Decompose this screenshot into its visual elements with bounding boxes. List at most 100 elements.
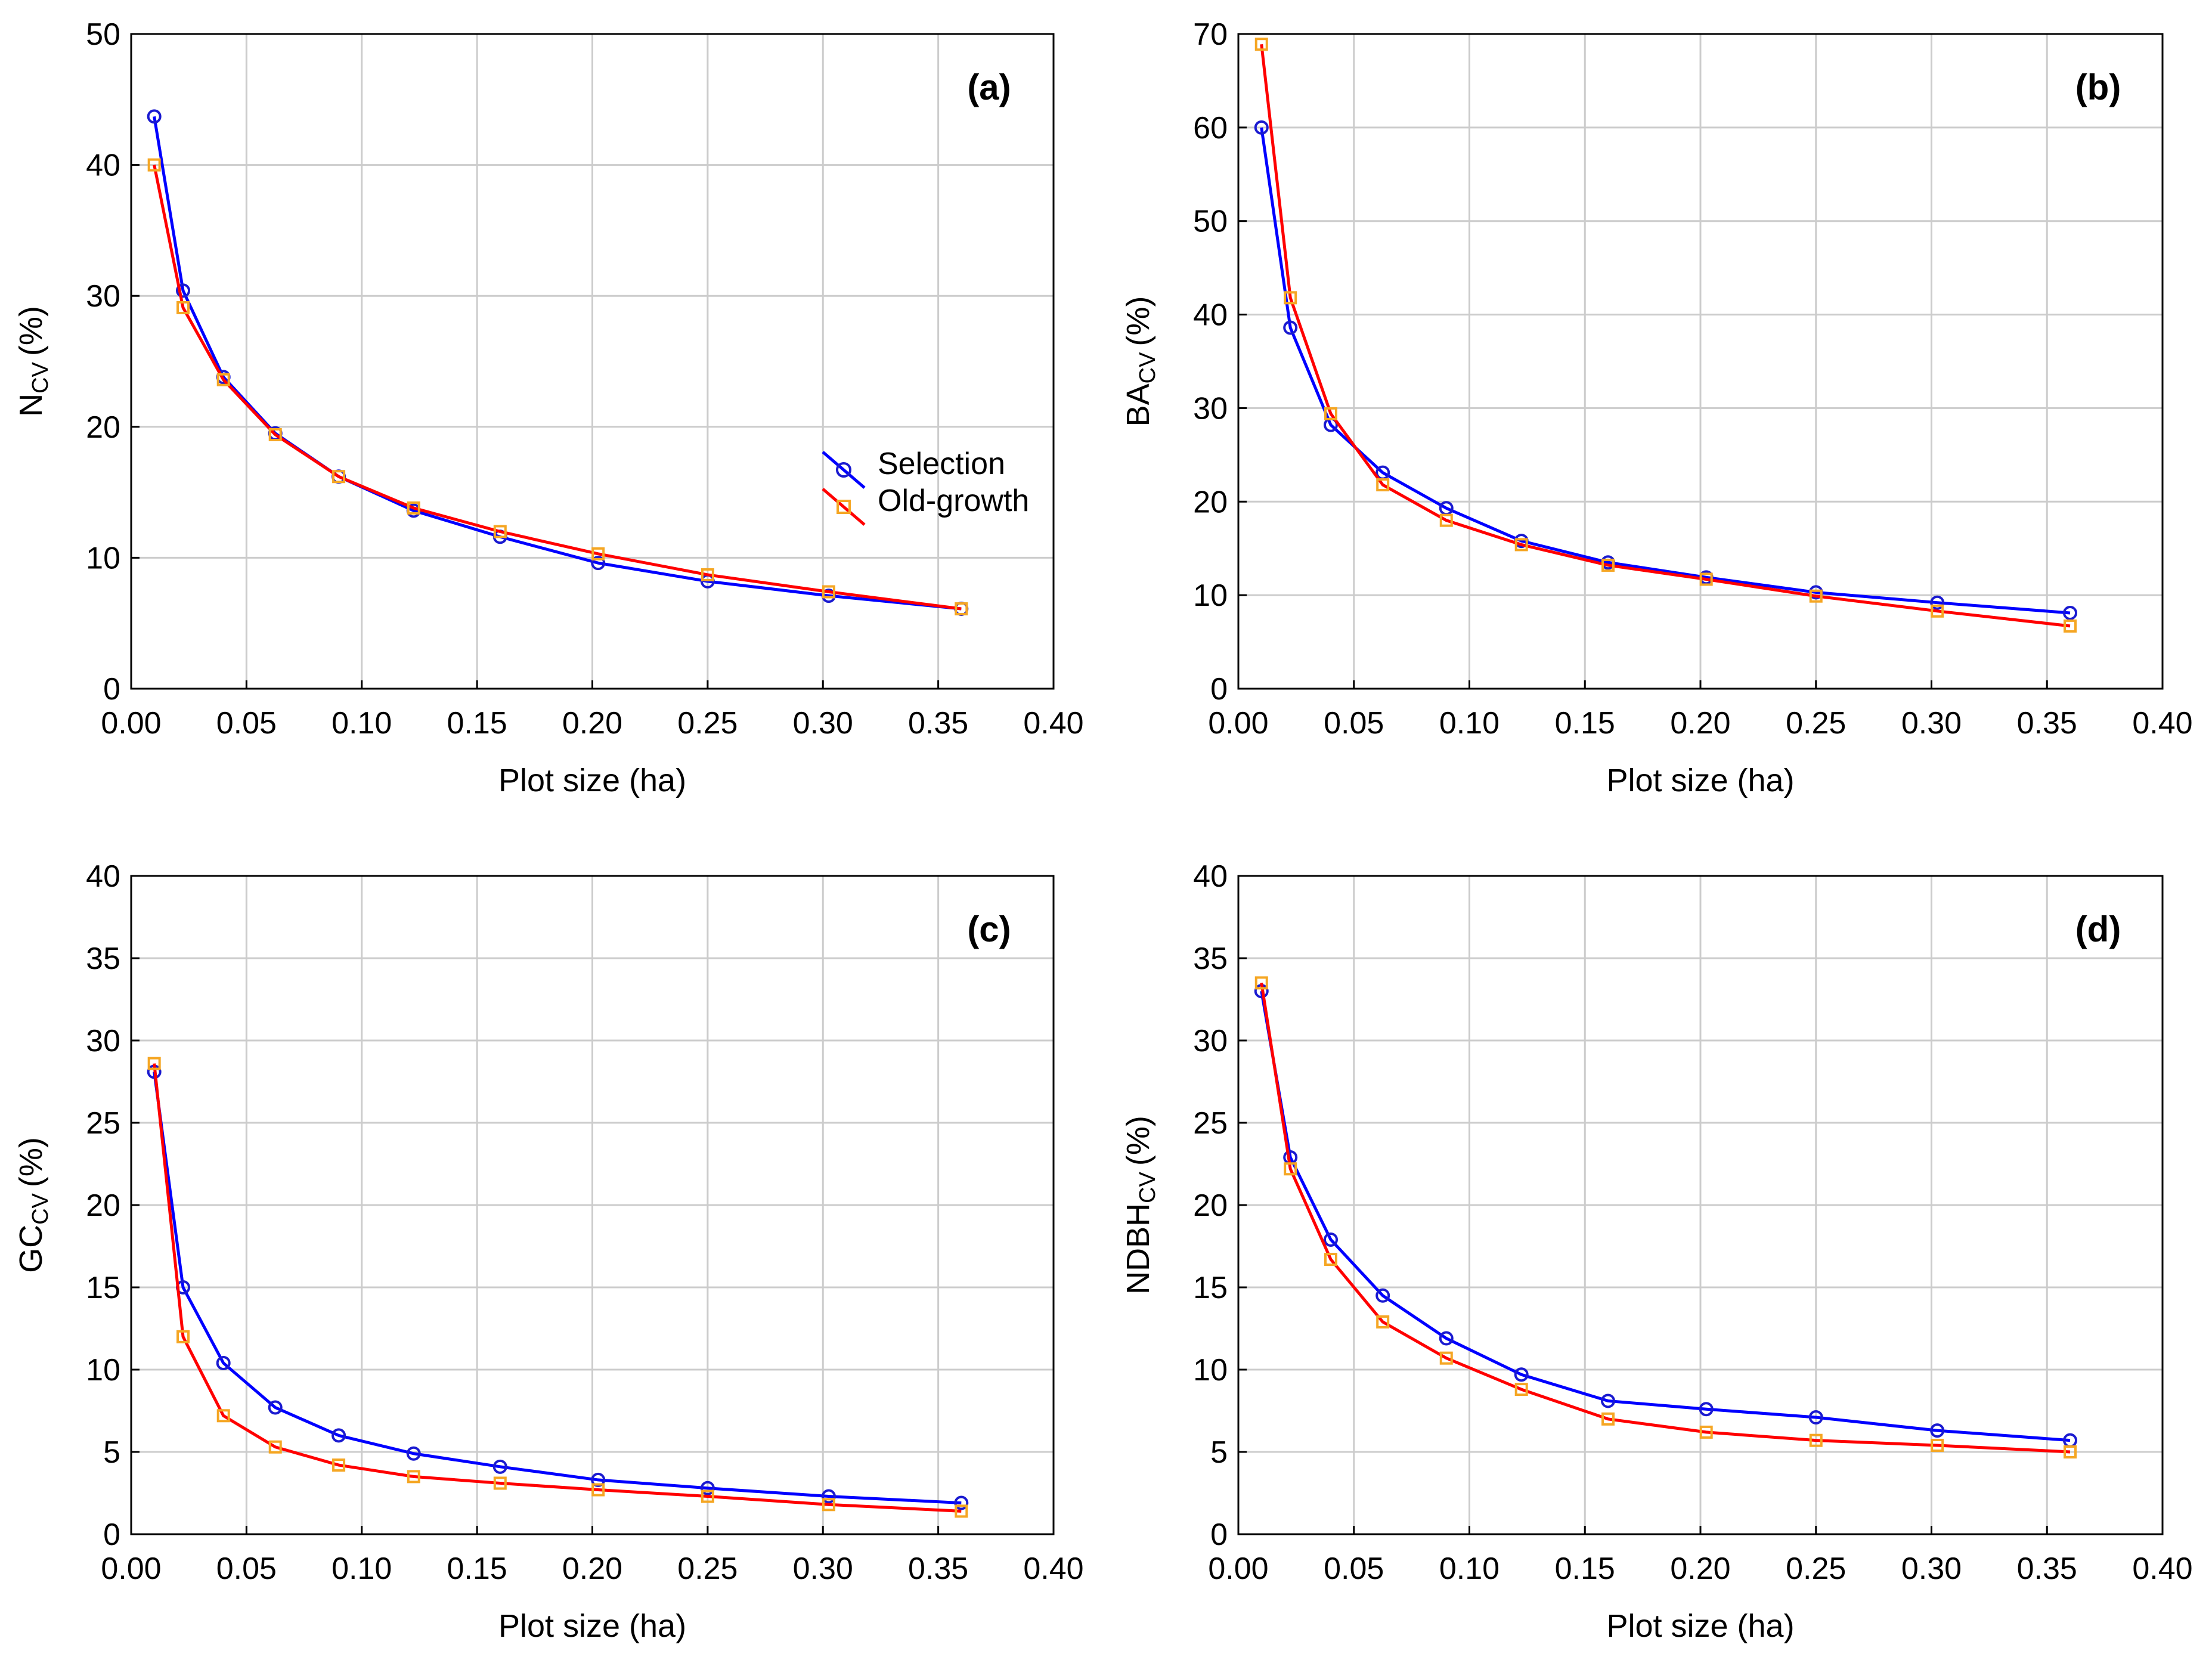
point-selection [268,1400,283,1415]
x-tick-label: 0.20 [1670,706,1730,741]
y-tick-label: 25 [86,1106,120,1141]
x-tick-label: 0.30 [1901,1551,1962,1586]
y-tick-label: 70 [1193,17,1228,52]
point-oldgrowth [1284,1162,1297,1176]
y-axis-title-sub: CV [28,1193,53,1224]
plot-frame [1237,33,2164,690]
x-tick-label: 0.30 [793,706,853,741]
x-axis-title: Plot size (ha) [498,763,686,798]
legend-selection-marker [836,462,851,478]
point-oldgrowth [591,547,605,560]
y-tick-label: 0 [103,1518,120,1552]
series-selection [1254,120,2077,620]
point-selection [591,556,606,571]
x-tick-label: 0.10 [1439,706,1500,741]
x-tick-label: 0.15 [1555,1551,1615,1586]
point-selection [954,1495,969,1510]
point-oldgrowth [216,373,230,386]
point-oldgrowth [1439,513,1453,527]
y-tick-labels: 0 5 10 15 20 25 30 35 40 [86,859,120,1552]
panel-label: (c) [967,909,1011,949]
point-selection [1808,1410,1823,1425]
x-tick-label: 0.25 [1786,1551,1846,1586]
y-tick-label: 20 [1193,1188,1228,1223]
series-selection [147,1064,969,1510]
x-tick-label: 0.35 [908,706,968,741]
x-tick-label: 0.25 [1786,706,1846,741]
point-oldgrowth [147,158,161,172]
y-tick-label: 30 [1193,1024,1228,1058]
x-tick-label: 0.15 [447,1551,507,1586]
x-tick-label: 0.25 [677,706,738,741]
x-tick-label: 0.15 [1555,706,1615,741]
y-axis-title-sub: CV [28,361,53,393]
point-selection [1514,1367,1529,1382]
point-oldgrowth [1699,572,1713,586]
grid-lines [130,875,1055,1535]
point-oldgrowth [1514,538,1528,552]
y-tick-label: 20 [1193,485,1228,519]
point-oldgrowth [332,470,346,484]
y-tick-label: 5 [1210,1435,1228,1470]
x-tick-label: 0.10 [332,706,392,741]
y-tick-label: 35 [1193,942,1228,976]
y-tick-label: 5 [103,1435,120,1470]
x-tick-label: 0.05 [216,1551,277,1586]
y-axis-title-main: NDBH [1120,1203,1156,1295]
point-oldgrowth [1699,1425,1713,1439]
x-tick-label: 0.20 [1670,1551,1730,1586]
x-tick-label: 0.35 [2017,706,2077,741]
point-oldgrowth [176,301,190,314]
legend-oldgrowth-line [822,488,866,526]
point-oldgrowth [955,1504,968,1518]
x-tick-label: 0.40 [2132,706,2192,741]
point-selection [176,283,191,298]
x-tick-label: 0.15 [447,706,507,741]
x-tick-label: 0.20 [562,706,622,741]
point-selection [332,1428,346,1443]
point-oldgrowth [268,428,282,441]
y-tick-label: 20 [86,410,120,445]
y-tick-labels: 0 5 10 15 20 25 30 35 40 [1193,859,1228,1552]
point-oldgrowth [493,525,507,538]
x-tick-label: 0.05 [1324,706,1384,741]
point-selection [1283,320,1298,335]
x-tick-label: 0.00 [101,706,161,741]
y-tick-label: 50 [1193,205,1228,239]
point-oldgrowth [1376,478,1390,492]
series-line-selection [153,1071,962,1505]
panel-c: 0 5 10 15 20 25 30 35 40 0.00 0.05 0.10 0.15 0.20 0.2… [13,859,1084,1644]
x-tick-labels: 0.00 0.05 0.10 0.15 0.20 0.25 0.30 0.35 0.40 [101,706,1083,741]
y-tick-label: 30 [86,1024,120,1058]
y-axis-title-unit: (%) [1120,1116,1156,1166]
point-selection [1439,1331,1454,1346]
point-oldgrowth [1601,1412,1615,1426]
point-oldgrowth [493,1476,507,1490]
point-oldgrowth [1284,291,1297,305]
point-oldgrowth [1376,1315,1390,1328]
point-oldgrowth [591,1483,605,1497]
point-oldgrowth [216,1409,230,1423]
series-selection [1254,984,2077,1448]
point-selection [1324,1232,1338,1247]
x-tick-label: 0.25 [677,1551,738,1586]
y-tick-label: 10 [86,1353,120,1388]
x-tick-labels: 0.00 0.05 0.10 0.15 0.20 0.25 0.30 0.35 0.40 [101,1551,1083,1586]
panel-b: 0 10 20 30 40 50 60 70 0.00 0.05 0.10 0.15 0.20 0.25… [1120,17,2193,798]
y-tick-label: 0 [103,672,120,707]
plot-frame [1237,875,2164,1535]
y-axis-title: NCV (%) [13,306,53,417]
y-axis-title: NDBHCV (%) [1120,1116,1160,1295]
panel-a: 0 10 20 30 40 50 0.00 0.05 0.10 0.15 0.20 0.25 0.30… [13,17,1084,798]
y-tick-label: 35 [86,942,120,976]
point-oldgrowth [147,1057,161,1070]
x-tick-label: 0.00 [1208,706,1268,741]
point-selection [492,1459,507,1474]
y-axis-title-sub: CV [1135,1171,1160,1203]
y-tick-label: 40 [1193,859,1228,894]
point-oldgrowth [1809,1433,1823,1447]
point-oldgrowth [1514,1383,1528,1396]
plot-frame [130,33,1055,690]
x-tick-label: 0.00 [1208,1551,1268,1586]
